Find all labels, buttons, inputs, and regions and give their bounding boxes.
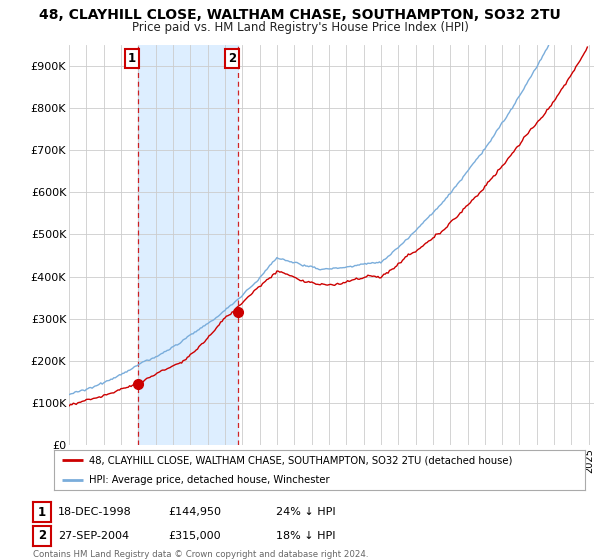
Text: 2: 2 [38,529,46,543]
Bar [137,45,238,445]
Text: £144,950: £144,950 [168,507,221,517]
Text: 24% ↓ HPI: 24% ↓ HPI [276,507,335,517]
Text: Contains HM Land Registry data © Crown copyright and database right 2024.
This d: Contains HM Land Registry data © Crown c… [33,550,368,560]
Text: 27-SEP-2004: 27-SEP-2004 [58,531,130,541]
Text: 48, CLAYHILL CLOSE, WALTHAM CHASE, SOUTHAMPTON, SO32 2TU (detached house): 48, CLAYHILL CLOSE, WALTHAM CHASE, SOUTH… [89,455,512,465]
Text: HPI: Average price, detached house, Winchester: HPI: Average price, detached house, Winc… [89,475,329,486]
Text: 1: 1 [38,506,46,519]
Text: 18-DEC-1998: 18-DEC-1998 [58,507,132,517]
Text: Price paid vs. HM Land Registry's House Price Index (HPI): Price paid vs. HM Land Registry's House … [131,21,469,34]
Text: £315,000: £315,000 [168,531,221,541]
Text: 1: 1 [127,52,136,66]
Text: 18% ↓ HPI: 18% ↓ HPI [276,531,335,541]
Text: 2: 2 [227,52,236,66]
Text: 48, CLAYHILL CLOSE, WALTHAM CHASE, SOUTHAMPTON, SO32 2TU: 48, CLAYHILL CLOSE, WALTHAM CHASE, SOUTH… [39,8,561,22]
